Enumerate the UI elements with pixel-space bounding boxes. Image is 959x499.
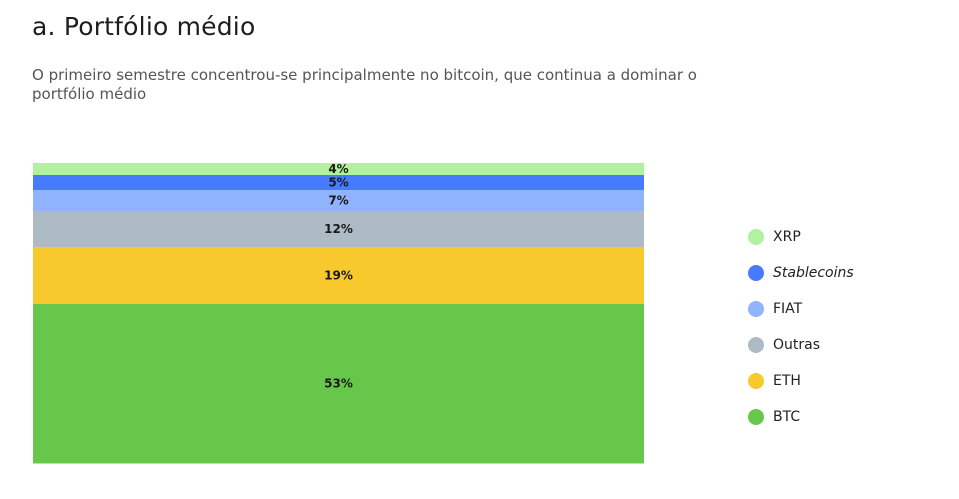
legend-item-outras: Outras (748, 327, 854, 363)
bar-segment-xrp (33, 163, 644, 176)
legend-item-btc: BTC (748, 399, 854, 435)
bar-segment-fiat (33, 190, 644, 212)
chart-title: a. Portfólio médio (32, 12, 256, 41)
legend-label-outras: Outras (773, 337, 821, 353)
chart-subtitle: O primeiro semestre concentrou-se princi… (32, 66, 697, 103)
bar-segment-eth (33, 247, 644, 305)
data-label-xrp: 4% (328, 162, 348, 176)
legend-label-eth: ETH (773, 373, 801, 389)
data-label-fiat: 7% (328, 194, 348, 208)
legend-item-eth: ETH (748, 363, 854, 399)
legend-label-fiat: FIAT (773, 301, 803, 317)
legend-swatch-xrp (748, 229, 764, 245)
legend-swatch-btc (748, 409, 764, 425)
data-label-outras: 12% (324, 222, 353, 236)
legend-label-stablecoins: Stablecoins (773, 265, 854, 281)
legend-item-xrp: XRP (748, 219, 854, 255)
legend-swatch-stablecoins (748, 265, 764, 281)
data-label-eth: 19% (324, 269, 353, 283)
legend-label-xrp: XRP (773, 229, 801, 245)
bar-segment-stablecoins (33, 175, 644, 191)
bar-segment-outras (33, 211, 644, 248)
data-label-btc: 53% (324, 377, 353, 391)
legend-item-fiat: FIAT (748, 291, 854, 327)
legend: XRP Stablecoins FIAT Outras ETH BTC (748, 219, 854, 435)
stacked-bar: 4%5% 7% 12% 19% 53% (33, 162, 644, 464)
data-label-stablecoins: 5% (328, 176, 348, 190)
bar-segment-btc (33, 304, 644, 464)
legend-label-btc: BTC (773, 409, 801, 425)
legend-item-stablecoins: Stablecoins (748, 255, 854, 291)
legend-swatch-eth (748, 373, 764, 389)
legend-swatch-outras (748, 337, 764, 353)
legend-swatch-fiat (748, 301, 764, 317)
